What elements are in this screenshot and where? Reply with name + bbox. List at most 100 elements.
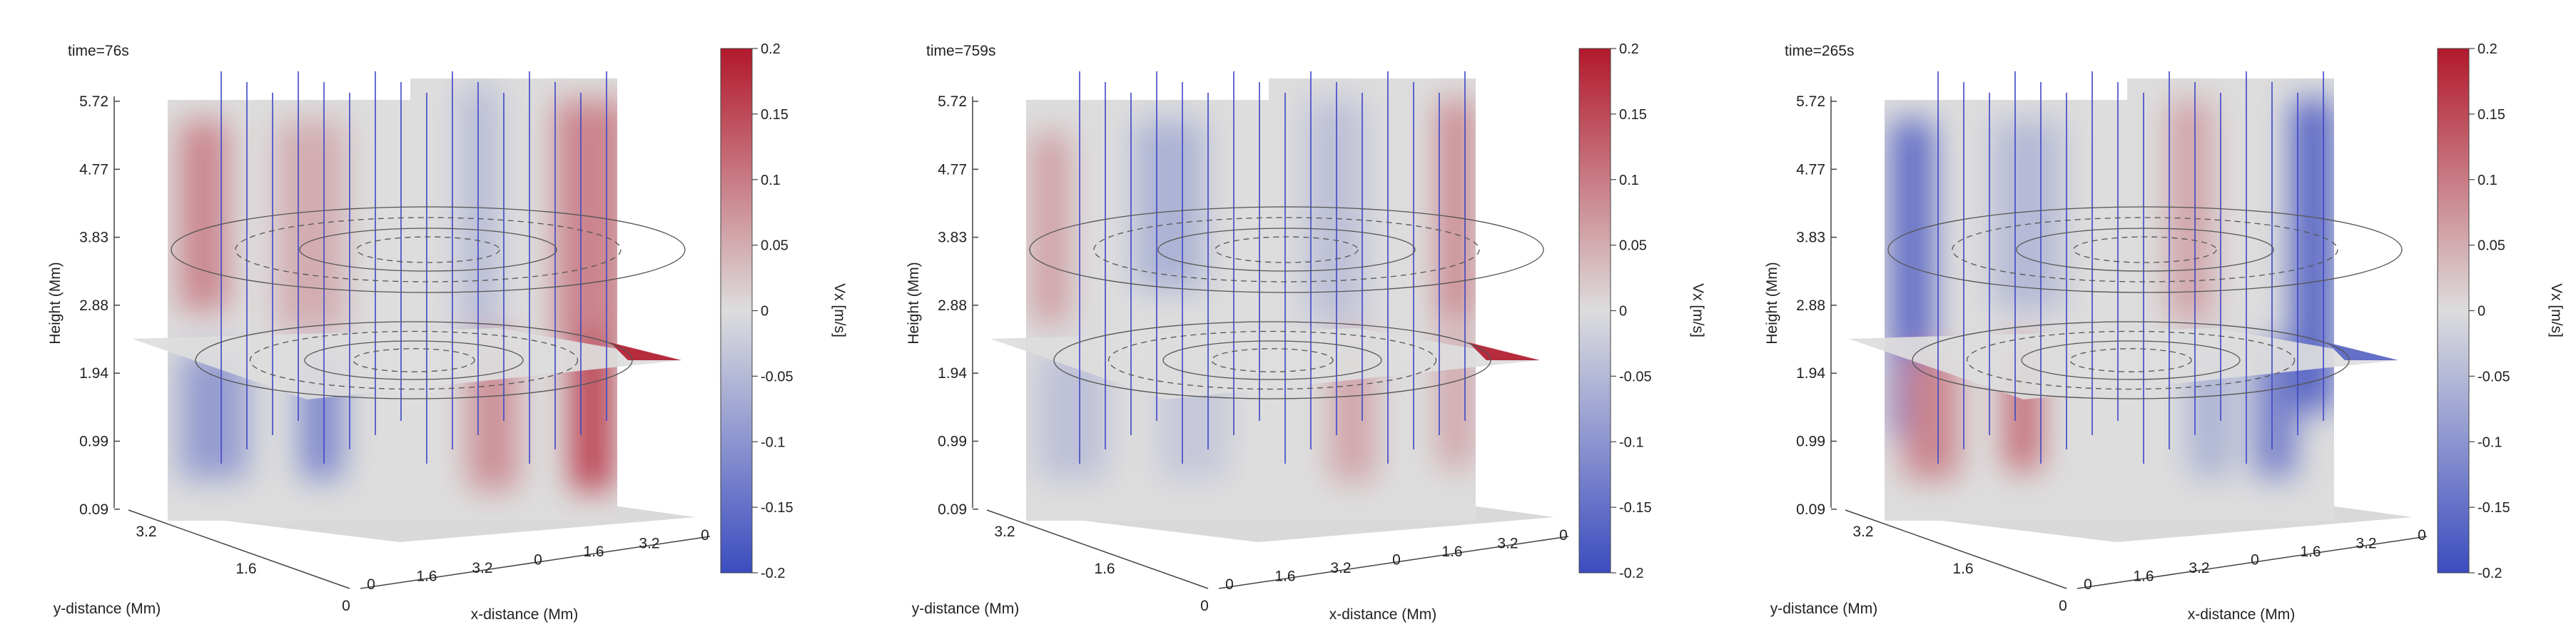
contour-lower: [1912, 321, 2350, 399]
colorbar-title: Vx [m/s]: [1690, 283, 1706, 337]
field-blob: [277, 121, 345, 332]
colorbar-tick-label: 0.05: [761, 238, 788, 254]
colorbar-tick-label: 0.2: [1619, 41, 1639, 57]
colorbar-tick-label: -0.1: [1619, 434, 1643, 450]
contour-upper: [1029, 206, 1544, 293]
colorbar-tick-label: 0: [2478, 304, 2485, 320]
time-label: time=265s: [1785, 43, 1854, 59]
z-tick-label: 5.72: [79, 93, 108, 110]
colorbar-tick-label: 0.15: [2478, 107, 2505, 123]
contour-lower: [1211, 348, 1334, 372]
colorbar-tick-label: 0.1: [761, 173, 781, 188]
field-blob: [1994, 121, 2062, 310]
z-axis-title: Height (Mm): [906, 262, 922, 345]
y-tick-label: 1.6: [235, 561, 256, 577]
colorbar: 0.2 0.15 0.1 0.05 0 -0.05 -0.1 -0.15 -0.2: [1578, 41, 1652, 581]
x-axis-title: x-distance (Mm): [2188, 606, 2296, 623]
contour-upper: [171, 206, 686, 293]
y-tick-label: 3.2: [994, 524, 1015, 540]
colorbar: 0.2 0.15 0.1 0.05 0 -0.05 -0.1 -0.15 -0.2: [2437, 41, 2510, 581]
z-axis-title: Height (Mm): [47, 262, 64, 345]
field-blob: [1306, 101, 1364, 322]
y-axis-line: [128, 509, 350, 589]
z-tick-label: 0.09: [938, 501, 967, 518]
z-tick-label: 1.94: [938, 365, 967, 382]
z-tick-label: 1.94: [1796, 365, 1825, 382]
contour-lower: [1107, 330, 1437, 390]
y-axis-line: [1845, 509, 2067, 589]
x-tick-label: 0: [1392, 552, 1401, 569]
x-tick-label: 3.2: [2189, 560, 2209, 576]
colorbar-tick-label: 0.2: [761, 41, 781, 57]
field-blob: [555, 101, 617, 344]
contour-lower: [249, 330, 579, 390]
contours: [1887, 206, 2403, 399]
contour-lower: [1162, 340, 1382, 380]
slice-plot: time=265s 5.72 4.77 3.83 2.88 1.94 0.99 0.09 Hei…: [1764, 41, 2565, 623]
colorbar-tick-label: 0.05: [1619, 238, 1647, 254]
field-blob: [1135, 121, 1204, 290]
x-tick-label: 3.2: [2356, 536, 2376, 552]
contour-upper: [235, 217, 622, 282]
y-axis-title: y-distance (Mm): [912, 601, 1020, 617]
field-blob: [180, 121, 228, 310]
x-tick-label: 0: [701, 527, 709, 544]
y-axis-line: [986, 509, 1209, 589]
contour-lower: [2069, 348, 2192, 372]
plane-right-field: [1306, 101, 1474, 482]
panel-3: time=265s 5.72 4.77 3.83 2.88 1.94 0.99 0.09 Hei…: [1717, 0, 2575, 642]
contour-lower: [195, 321, 633, 399]
contour-lower: [304, 340, 524, 380]
colorbar-tick-label: -0.2: [1619, 566, 1643, 581]
contour-upper: [299, 228, 557, 272]
y-tick-label: 0: [2059, 598, 2067, 614]
colorbar-tick-label: -0.2: [2478, 566, 2502, 581]
z-axis: 5.72 4.77 3.83 2.88 1.94 0.99 0.09: [79, 93, 120, 518]
x-tick-label: 1.6: [2300, 544, 2321, 560]
slice-plot: time=759s 5.72 4.77 3.83 2.88 1.94 0.99 0.09 Hei…: [906, 41, 1706, 623]
x-tick-label: 1.6: [1441, 544, 1462, 560]
contour-upper: [1887, 206, 2403, 293]
y-axis: 3.2 1.6 0: [1845, 509, 2067, 614]
colorbar-tick-label: 0.1: [1619, 173, 1639, 188]
time-label: time=759s: [926, 43, 995, 59]
z-tick-label: 0.99: [79, 434, 108, 450]
x-axis-line: [360, 536, 711, 589]
contour-upper: [2016, 228, 2274, 272]
y-tick-label: 1.6: [1952, 561, 1973, 577]
colorbar-tick-label: -0.05: [761, 369, 793, 384]
x-axis: 0 1.6 3.2 0 1.6 3.2 0: [2076, 527, 2428, 593]
field-blob: [1438, 101, 1474, 322]
colorbar-tick-label: -0.05: [2478, 369, 2510, 384]
x-tick-label: 0: [534, 552, 542, 569]
z-tick-label: 3.83: [938, 230, 967, 246]
x-axis-title: x-distance (Mm): [1329, 606, 1437, 623]
horizontal-slice: [990, 328, 1540, 399]
z-tick-label: 0.99: [1796, 434, 1825, 450]
colorbar-tick-label: -0.1: [761, 434, 785, 450]
time-label: time=76s: [68, 43, 129, 59]
z-tick-label: 2.88: [79, 297, 108, 314]
z-tick-label: 4.77: [79, 161, 108, 178]
z-tick-label: 5.72: [938, 93, 967, 110]
contour-upper: [1093, 217, 1480, 282]
contour-upper: [356, 236, 500, 263]
horizontal-slice-edge: [2327, 342, 2398, 360]
field-blob: [1033, 133, 1068, 323]
z-tick-label: 3.83: [79, 230, 108, 246]
z-axis: 5.72 4.77 3.83 2.88 1.94 0.99 0.09: [938, 93, 978, 518]
x-tick-label: 3.2: [1330, 560, 1351, 576]
colorbar-gradient: [720, 48, 753, 574]
horizontal-slice-edge: [610, 342, 681, 360]
x-tick-label: 3.2: [472, 560, 492, 576]
z-tick-label: 2.88: [1796, 297, 1825, 314]
colorbar-tick-label: 0: [761, 304, 769, 320]
contour-upper: [1952, 217, 2338, 282]
colorbar-title: Vx [m/s]: [831, 283, 848, 337]
z-tick-label: 0.99: [938, 434, 967, 450]
z-tick-label: 2.88: [938, 297, 967, 314]
horizontal-slice: [1849, 328, 2398, 399]
colorbar-tick-label: 0.2: [2478, 41, 2498, 57]
colorbar-tick-label: 0.15: [1619, 107, 1647, 123]
x-tick-label: 0: [2418, 527, 2426, 544]
